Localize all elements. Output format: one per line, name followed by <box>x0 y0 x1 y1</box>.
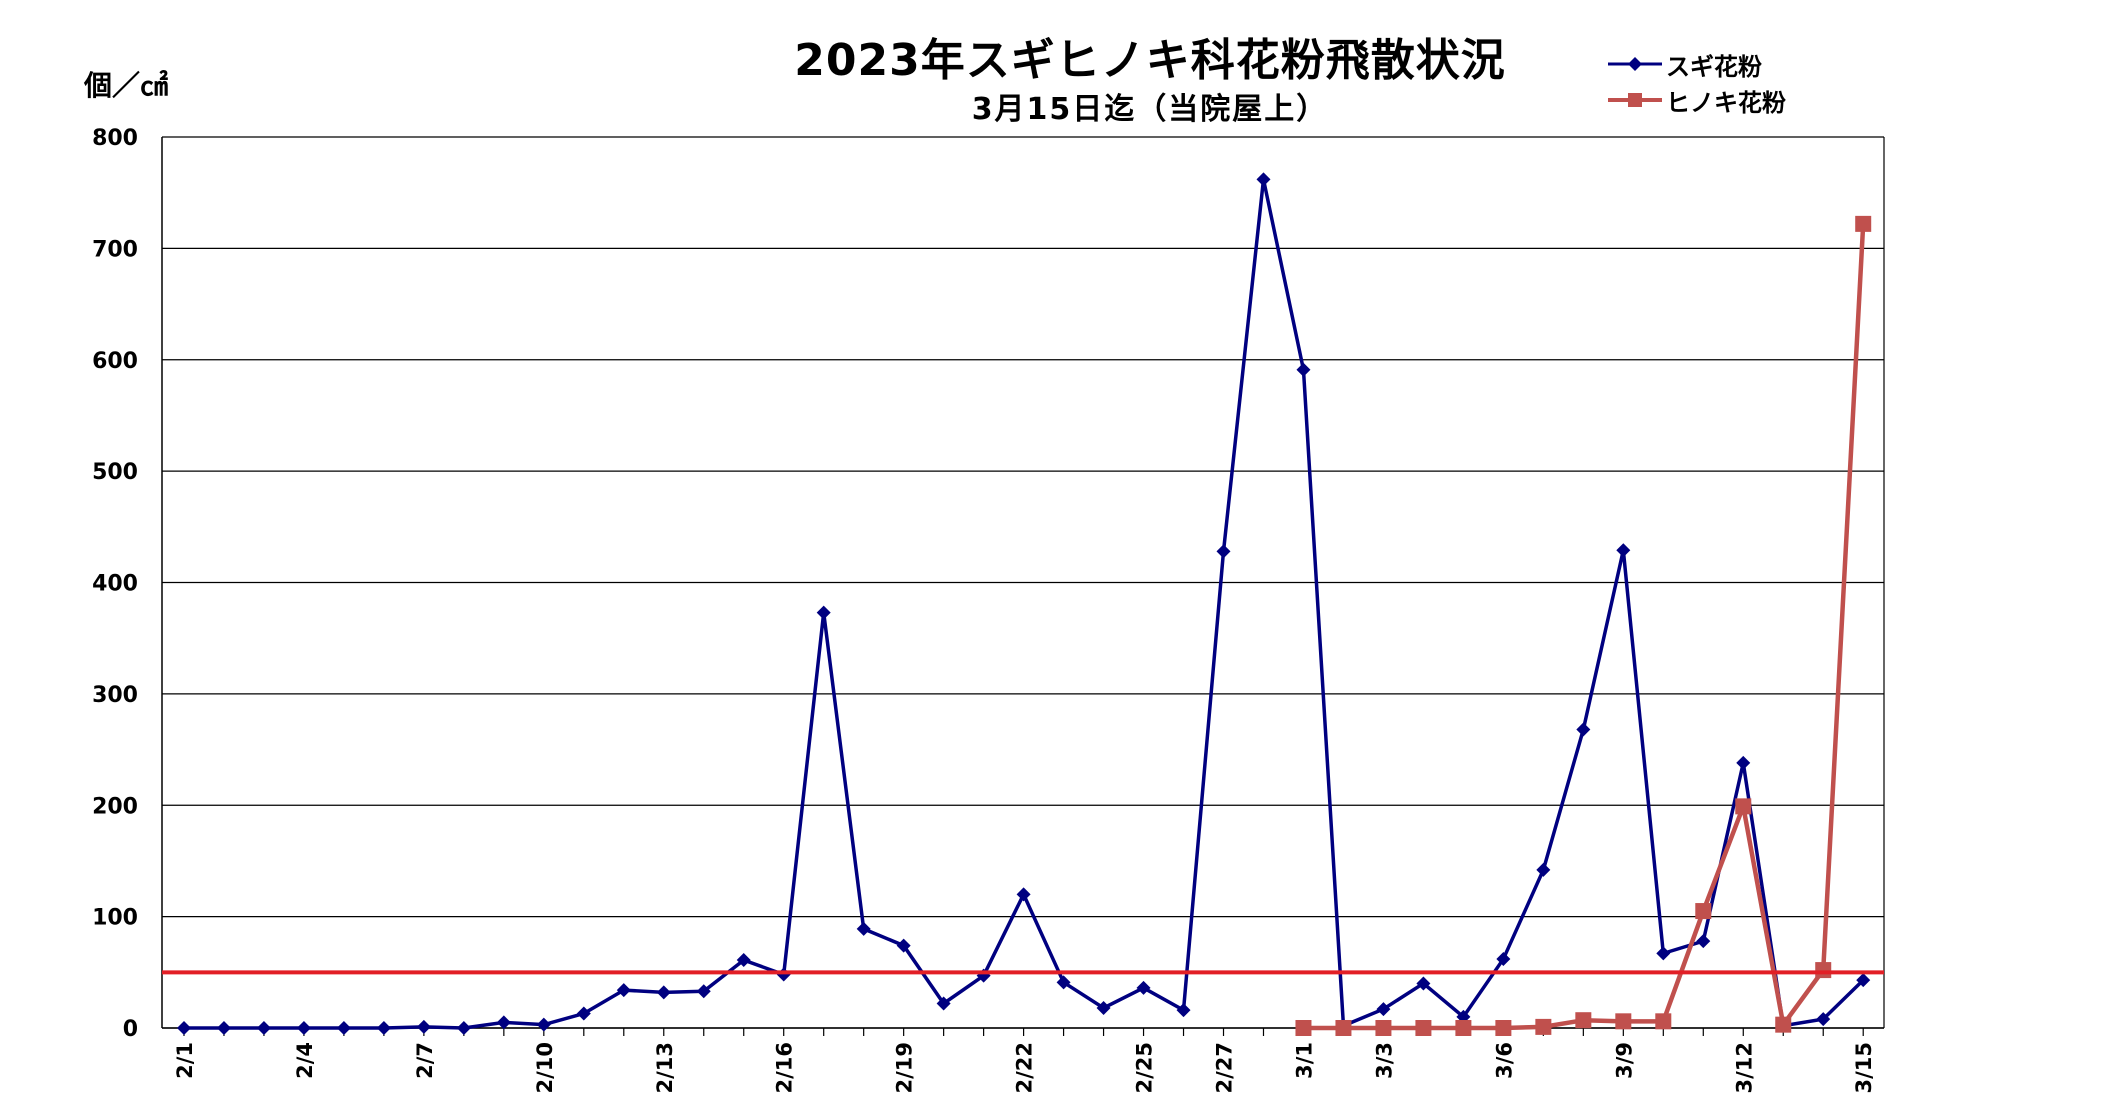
data-point-sugi <box>1176 1003 1191 1018</box>
data-point-hinoki <box>1415 1020 1432 1036</box>
data-point-sugi <box>1736 755 1751 770</box>
data-point-sugi <box>1696 934 1711 949</box>
y-tick-label: 300 <box>92 683 138 708</box>
legend-item-sugi: スギ花粉 <box>1608 46 1786 82</box>
y-tick-label: 400 <box>92 572 138 597</box>
data-point-sugi <box>456 1021 471 1035</box>
data-point-hinoki <box>1575 1012 1592 1029</box>
x-tick-label: 2/22 <box>1013 1042 1037 1094</box>
data-point-hinoki <box>1775 1016 1792 1033</box>
data-point-sugi <box>1056 975 1071 990</box>
y-tick-label: 700 <box>92 237 138 262</box>
data-point-sugi <box>1256 172 1271 187</box>
data-point-hinoki <box>1455 1020 1472 1036</box>
data-point-sugi <box>296 1021 311 1035</box>
data-point-sugi <box>416 1019 431 1034</box>
y-axis-unit-label: 個／㎠ <box>84 69 169 102</box>
legend-swatch-hinoki <box>1608 93 1662 107</box>
x-tick-label: 2/25 <box>1133 1042 1157 1094</box>
data-point-sugi <box>1856 973 1871 988</box>
legend-label-hinoki: ヒノキ花粉 <box>1666 88 1786 117</box>
y-tick-label: 800 <box>92 126 138 151</box>
data-point-hinoki <box>1655 1013 1672 1030</box>
data-point-sugi <box>776 967 791 982</box>
legend: スギ花粉 ヒノキ花粉 <box>1608 46 1786 118</box>
data-point-sugi <box>896 938 911 953</box>
data-point-sugi <box>1136 980 1151 995</box>
data-point-hinoki <box>1695 903 1712 920</box>
data-point-sugi <box>336 1021 351 1035</box>
data-point-sugi <box>536 1017 551 1032</box>
legend-swatch-sugi <box>1608 57 1662 71</box>
data-point-sugi <box>1216 544 1231 559</box>
data-point-sugi <box>576 1006 591 1021</box>
data-point-hinoki <box>1815 962 1832 979</box>
data-point-hinoki <box>1615 1013 1632 1030</box>
data-point-sugi <box>1376 1002 1391 1017</box>
x-tick-label: 2/27 <box>1213 1042 1237 1094</box>
data-point-sugi <box>376 1021 391 1035</box>
series-line-sugi <box>183 178 1865 1030</box>
y-tick-label: 200 <box>92 794 138 819</box>
x-tick-label: 3/1 <box>1292 1042 1316 1079</box>
x-tick-label: 2/10 <box>533 1042 557 1094</box>
data-point-sugi <box>816 605 831 620</box>
data-point-sugi <box>616 983 631 998</box>
x-tick-label: 2/13 <box>653 1042 677 1094</box>
x-tick-label: 3/15 <box>1852 1042 1876 1094</box>
data-point-sugi <box>1576 722 1591 737</box>
data-point-sugi <box>1616 543 1631 558</box>
legend-label-sugi: スギ花粉 <box>1666 52 1762 81</box>
series-line-hinoki <box>1303 223 1866 1031</box>
data-point-sugi <box>1016 887 1031 902</box>
y-tick-label: 600 <box>92 349 138 374</box>
data-point-sugi <box>1456 1009 1471 1024</box>
data-point-sugi <box>936 996 951 1011</box>
data-point-sugi <box>856 921 871 936</box>
data-point-sugi <box>1336 1018 1351 1033</box>
data-point-hinoki <box>1535 1018 1552 1035</box>
data-point-sugi <box>1296 362 1311 377</box>
data-point-sugi <box>256 1021 271 1035</box>
data-point-sugi <box>736 953 751 968</box>
data-point-sugi <box>656 985 671 1000</box>
data-point-sugi <box>1656 946 1671 961</box>
data-point-sugi <box>1496 951 1511 966</box>
data-point-sugi <box>1816 1012 1831 1027</box>
x-tick-label: 3/9 <box>1612 1042 1636 1079</box>
x-tick-label: 3/12 <box>1732 1042 1756 1094</box>
x-tick-label: 2/19 <box>893 1042 917 1094</box>
data-point-sugi <box>1096 1000 1111 1015</box>
chart-subtitle: 3月15日迄（当院屋上） <box>971 92 1329 127</box>
data-point-hinoki <box>1335 1020 1352 1036</box>
data-point-sugi <box>976 968 991 983</box>
x-tick-label: 2/7 <box>413 1042 437 1079</box>
data-point-sugi <box>496 1015 511 1030</box>
data-point-sugi <box>1416 976 1431 991</box>
x-tick-label: 2/1 <box>173 1042 197 1079</box>
y-tick-label: 500 <box>92 460 138 485</box>
y-tick-label: 0 <box>123 1017 138 1042</box>
data-point-sugi <box>696 984 711 999</box>
data-point-hinoki <box>1375 1020 1392 1036</box>
data-point-sugi <box>1776 1018 1791 1033</box>
legend-item-hinoki: ヒノキ花粉 <box>1608 82 1786 118</box>
x-tick-label: 3/6 <box>1492 1042 1516 1079</box>
x-tick-label: 2/16 <box>773 1042 797 1094</box>
data-point-sugi <box>1536 862 1551 877</box>
x-tick-label: 2/4 <box>293 1042 317 1079</box>
data-point-sugi <box>216 1021 231 1035</box>
chart-title: 2023年スギヒノキ科花粉飛散状況 <box>794 35 1506 86</box>
x-tick-label: 3/3 <box>1372 1042 1396 1079</box>
data-point-hinoki <box>1295 1020 1312 1036</box>
data-point-hinoki <box>1735 798 1752 815</box>
y-tick-label: 100 <box>92 906 138 931</box>
data-point-sugi <box>176 1021 191 1035</box>
data-point-hinoki <box>1855 215 1872 232</box>
data-point-hinoki <box>1495 1020 1512 1036</box>
